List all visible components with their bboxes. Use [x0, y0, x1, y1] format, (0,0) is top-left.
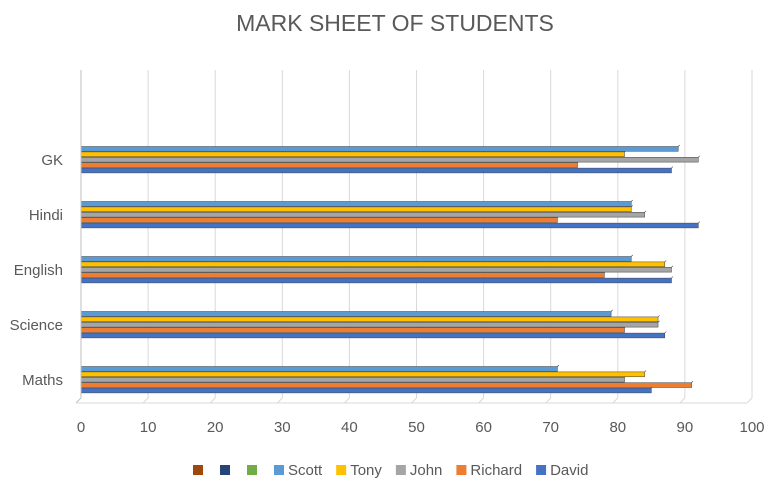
gridline-floor: [142, 397, 149, 404]
x-tick-label: 30: [274, 419, 291, 436]
bar-end-cap: [664, 331, 667, 334]
bar-tony-gk: [80, 151, 625, 157]
legend-swatch-scott: [274, 465, 284, 475]
x-tick-label: 60: [475, 419, 492, 436]
bar-david-maths: [80, 387, 652, 394]
gridline-floor: [209, 397, 216, 404]
axis-floor-edge: [75, 397, 82, 404]
legend-swatch-richard: [456, 465, 467, 475]
x-tick-label: 10: [140, 419, 157, 436]
category-label: Maths: [22, 372, 63, 389]
gridline-floor: [344, 397, 350, 404]
bar-end-cap: [644, 370, 647, 373]
bar-tony-english: [80, 261, 666, 267]
bar-end-cap: [657, 315, 660, 318]
bar-end-cap: [677, 144, 680, 147]
bar-john-gk: [80, 157, 699, 163]
bar-end-cap: [631, 254, 633, 257]
legend-swatch-blank: [247, 465, 257, 475]
bar-john-maths: [80, 377, 625, 383]
bar-end-cap: [698, 155, 701, 158]
bars: [80, 144, 701, 394]
bar-end-cap: [657, 320, 660, 323]
axes: 0 10 20 30 40 50 60 70 80 90 100 Maths Science Englis…: [10, 70, 765, 436]
legend-swatch-blank: [193, 465, 203, 475]
x-tick-label: 100: [739, 419, 764, 436]
bar-end-cap: [631, 205, 633, 208]
gridline-floor: [478, 397, 484, 404]
bar-tony-hindi: [80, 206, 632, 212]
legend-swatch-tony: [336, 465, 347, 475]
bar-scott-maths: [80, 366, 558, 372]
bar-scott-science: [80, 311, 612, 317]
bar-david-hindi: [80, 222, 699, 229]
bar-david-gk: [80, 167, 672, 174]
x-tick-label: 40: [341, 419, 358, 436]
bar-end-cap: [557, 364, 560, 367]
legend-swatch-david: [536, 465, 547, 475]
grid: [142, 70, 753, 404]
bar-end-cap: [671, 166, 674, 169]
bar-scott-english: [80, 256, 632, 262]
legend-label-john: John: [410, 462, 443, 479]
bar-end-cap: [671, 276, 674, 279]
bar-richard-hindi: [80, 217, 558, 223]
chart-title: MARK SHEET OF STUDENTS: [236, 10, 554, 36]
bar-scott-gk: [80, 146, 679, 152]
bar-end-cap: [610, 309, 613, 312]
bar-scott-hindi: [80, 201, 632, 207]
bar-end-cap: [671, 265, 674, 268]
bar-end-cap: [631, 199, 633, 202]
x-tick-label: 50: [408, 419, 425, 436]
bar-david-science: [80, 332, 666, 339]
bar-john-science: [80, 322, 659, 328]
bar-tony-science: [80, 316, 659, 322]
legend-label-richard: Richard: [470, 462, 522, 479]
category-label: English: [14, 262, 63, 279]
bar-john-hindi: [80, 212, 645, 218]
bar-richard-science: [80, 327, 625, 333]
gridline-floor: [679, 397, 686, 404]
bar-david-english: [80, 277, 672, 284]
bar-richard-english: [80, 272, 605, 278]
bar-tony-maths: [80, 371, 645, 377]
legend-label-tony: Tony: [350, 462, 382, 479]
bar-richard-gk: [80, 162, 578, 168]
gridline-floor: [276, 397, 283, 404]
bar-john-english: [80, 267, 672, 273]
bar-richard-maths: [80, 382, 692, 388]
x-tick-label: 90: [677, 419, 694, 436]
legend-label-david: David: [550, 462, 588, 479]
x-tick-label: 0: [77, 419, 85, 436]
category-label: GK: [41, 152, 63, 169]
bar-end-cap: [698, 221, 701, 224]
x-tick-label: 20: [207, 419, 224, 436]
gridline-floor: [411, 397, 417, 404]
x-tick-label: 70: [542, 419, 559, 436]
bar-end-cap: [644, 210, 647, 213]
legend-label-scott: Scott: [288, 462, 323, 479]
legend-swatch-john: [395, 465, 406, 475]
category-label: Hindi: [29, 207, 63, 224]
bar-end-cap: [691, 380, 694, 383]
gridline-floor: [612, 397, 619, 404]
x-tick-label: 80: [609, 419, 626, 436]
bar-end-cap: [664, 260, 667, 263]
category-label: Science: [10, 317, 63, 334]
legend-swatch-blank: [220, 465, 230, 475]
legend: Scott Tony John Richard David: [193, 462, 588, 479]
gridline-floor: [545, 397, 552, 404]
gridline-floor: [746, 397, 753, 404]
